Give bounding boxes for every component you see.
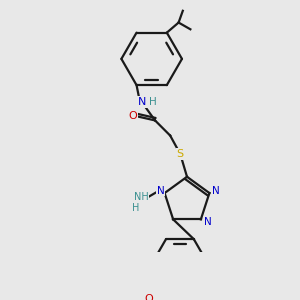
Text: N: N (157, 185, 164, 196)
Text: S: S (177, 149, 184, 159)
Text: H: H (132, 203, 140, 213)
Text: H: H (149, 97, 157, 107)
Text: N: N (138, 97, 147, 107)
Text: O: O (145, 294, 154, 300)
Text: N: N (212, 185, 220, 196)
Text: N: N (204, 217, 212, 227)
Text: NH: NH (134, 192, 148, 202)
Text: O: O (128, 111, 137, 121)
